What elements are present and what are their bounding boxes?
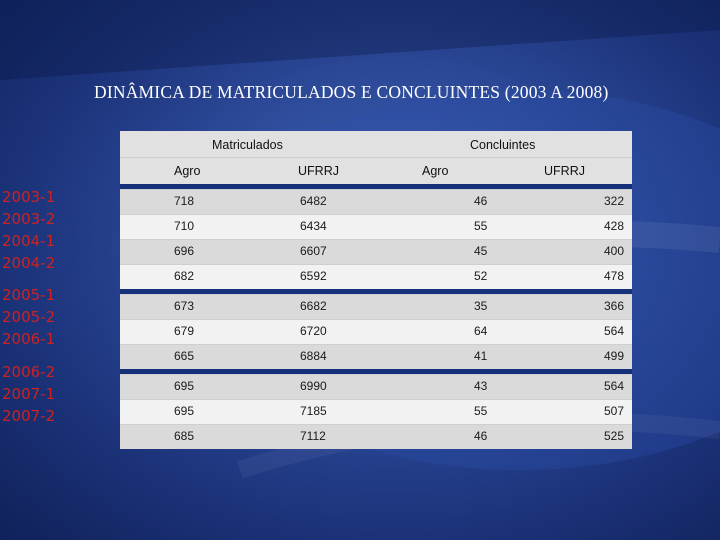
concluintes-ufrrj-cell: 564 <box>603 324 624 338</box>
concluintes-ufrrj-cell: 400 <box>603 244 624 258</box>
table-row: 665 6884 41 499 <box>120 344 632 369</box>
concluintes-agro-cell: 55 <box>474 219 488 233</box>
concluintes-agro-header: Agro <box>422 164 449 178</box>
row-group-divider <box>120 369 632 374</box>
table-row: 696 6607 45 400 <box>120 239 632 264</box>
concluintes-agro-cell: 45 <box>474 244 488 258</box>
concluintes-agro-cell: 46 <box>474 429 488 443</box>
concluintes-ufrrj-cell: 428 <box>603 219 624 233</box>
ufrrj-cell: 6990 <box>300 379 327 393</box>
row-group-divider <box>120 289 632 294</box>
concluintes-ufrrj-cell: 322 <box>603 194 624 208</box>
concluintes-ufrrj-cell: 507 <box>603 404 624 418</box>
period-label: 2005-1 <box>2 286 56 304</box>
agro-cell: 682 <box>174 269 195 283</box>
agro-cell: 685 <box>174 429 195 443</box>
ufrrj-header: UFRRJ <box>298 164 339 178</box>
agro-cell: 710 <box>174 219 195 233</box>
row-group-divider <box>120 184 632 189</box>
ufrrj-cell: 6592 <box>300 269 327 283</box>
agro-header: Agro <box>174 164 201 178</box>
table-row: 679 6720 64 564 <box>120 319 632 344</box>
group-header-row: Matriculados Concluintes <box>120 131 632 157</box>
ufrrj-cell: 6482 <box>300 194 327 208</box>
concluintes-agro-cell: 55 <box>474 404 488 418</box>
ufrrj-cell: 6434 <box>300 219 327 233</box>
ufrrj-cell: 7112 <box>300 429 326 443</box>
agro-cell: 665 <box>174 349 195 363</box>
enrollment-table: Matriculados Concluintes Agro UFRRJ Agro… <box>120 131 632 449</box>
concluintes-ufrrj-cell: 478 <box>603 269 624 283</box>
table-row: 710 6434 55 428 <box>120 214 632 239</box>
agro-cell: 696 <box>174 244 195 258</box>
column-header-row: Agro UFRRJ Agro UFRRJ <box>120 157 632 184</box>
ufrrj-cell: 6607 <box>300 244 327 258</box>
concluintes-ufrrj-cell: 499 <box>603 349 624 363</box>
table-row: 685 7112 46 525 <box>120 424 632 449</box>
ufrrj-cell: 6884 <box>300 349 327 363</box>
period-label: 2006-1 <box>2 330 56 348</box>
ufrrj-cell: 6720 <box>300 324 327 338</box>
period-label: 2005-2 <box>2 308 56 326</box>
table-row: 695 6990 43 564 <box>120 374 632 399</box>
ufrrj-cell: 7185 <box>300 404 327 418</box>
period-label: 2007-1 <box>2 385 56 403</box>
period-label: 2003-1 <box>2 188 56 206</box>
period-label: 2003-2 <box>2 210 56 228</box>
concluintes-agro-cell: 35 <box>474 299 488 313</box>
concluintes-header: Concluintes <box>470 138 536 152</box>
matriculados-header: Matriculados <box>212 138 283 152</box>
concluintes-agro-cell: 46 <box>474 194 488 208</box>
period-label: 2004-1 <box>2 232 56 250</box>
concluintes-ufrrj-cell: 366 <box>603 299 624 313</box>
concluintes-ufrrj-cell: 564 <box>603 379 624 393</box>
concluintes-agro-cell: 43 <box>474 379 488 393</box>
table-row: 682 6592 52 478 <box>120 264 632 289</box>
table-row: 718 6482 46 322 <box>120 189 632 214</box>
period-label: 2004-2 <box>2 254 56 272</box>
agro-cell: 673 <box>174 299 195 313</box>
concluintes-agro-cell: 64 <box>474 324 488 338</box>
agro-cell: 679 <box>174 324 195 338</box>
concluintes-ufrrj-header: UFRRJ <box>544 164 585 178</box>
table-row: 673 6682 35 366 <box>120 294 632 319</box>
agro-cell: 695 <box>174 404 195 418</box>
concluintes-agro-cell: 41 <box>474 349 488 363</box>
agro-cell: 695 <box>174 379 195 393</box>
slide-title: DINÂMICA DE MATRICULADOS E CONCLUINTES (… <box>94 82 609 102</box>
concluintes-agro-cell: 52 <box>474 269 488 283</box>
period-label: 2007-2 <box>2 407 56 425</box>
ufrrj-cell: 6682 <box>300 299 327 313</box>
period-label: 2006-2 <box>2 363 56 381</box>
concluintes-ufrrj-cell: 525 <box>603 429 624 443</box>
table-row: 695 7185 55 507 <box>120 399 632 424</box>
agro-cell: 718 <box>174 194 195 208</box>
